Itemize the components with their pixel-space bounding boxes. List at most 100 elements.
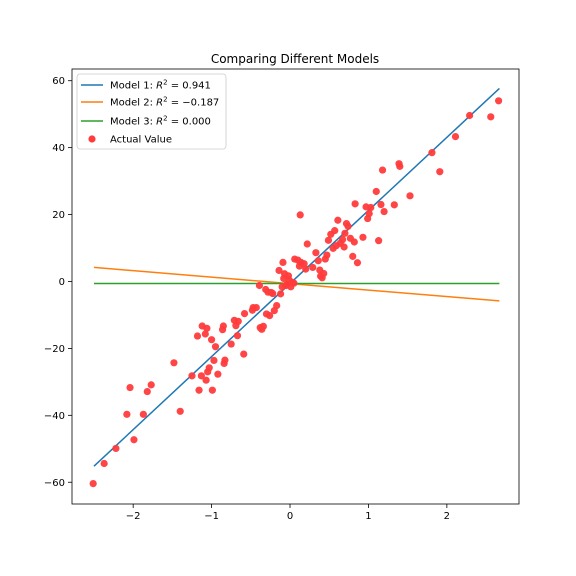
legend-entry: Actual Value	[110, 135, 172, 146]
y-tick-label: 40	[52, 143, 65, 154]
y-tick-label: −40	[44, 411, 65, 422]
actual-value-point	[324, 236, 333, 244]
actual-value-point	[296, 211, 304, 219]
actual-value-point	[211, 343, 220, 351]
plot-area: −2 −1 0 1 2 −60 −40 −20 0 20 40 60	[44, 76, 503, 522]
y-tick-label: −20	[44, 344, 65, 355]
actual-value-point	[219, 322, 227, 330]
legend: Model 1: R2 = 0.941 Model 2: R2 = −0.187 M…	[76, 73, 227, 150]
actual-value-point	[380, 207, 388, 216]
actual-value-point	[139, 410, 147, 418]
actual-value-point	[123, 410, 131, 418]
actual-value-point	[112, 444, 120, 453]
actual-value-point	[214, 370, 222, 378]
actual-value-point	[143, 387, 151, 396]
actual-value-point	[290, 279, 298, 287]
actual-value-point	[255, 281, 264, 290]
legend-entry: Model 3: R2 = 0.000	[110, 115, 211, 128]
actual-value-point	[359, 233, 367, 241]
legend-entry: Model 2: R2 = −0.187	[110, 96, 219, 109]
actual-value-point	[338, 236, 347, 244]
legend-entry: Model 1: R2 = 0.941	[110, 79, 211, 92]
actual-value-point	[344, 222, 352, 230]
actual-value-point	[201, 330, 209, 338]
actual-value-point	[234, 317, 242, 325]
actual-value-point	[323, 251, 331, 259]
actual-value-point	[428, 149, 436, 157]
y-tick-label: −60	[44, 478, 65, 489]
actual-value-point	[349, 252, 357, 260]
actual-value-point	[252, 303, 260, 312]
actual-value-point	[365, 209, 373, 218]
actual-value-point	[221, 356, 229, 364]
actual-value-point	[188, 372, 196, 380]
actual-value-point	[197, 372, 205, 380]
actual-value-point	[210, 356, 218, 365]
actual-value-point	[233, 332, 242, 340]
actual-value-point	[273, 301, 281, 310]
actual-value-point	[375, 237, 383, 245]
actual-value-point	[309, 263, 317, 272]
actual-value-point	[436, 168, 444, 176]
actual-value-point	[170, 359, 178, 367]
actual-value-point	[351, 200, 359, 208]
actual-value-point	[353, 259, 362, 267]
actual-value-point	[227, 340, 235, 348]
actual-value-point	[195, 386, 203, 394]
actual-value-point	[89, 479, 97, 488]
actual-value-point	[487, 113, 495, 121]
legend-swatch	[88, 135, 96, 143]
actual-value-point	[378, 166, 387, 174]
actual-value-point	[275, 266, 283, 275]
actual-value-point	[465, 111, 474, 120]
actual-value-point	[266, 312, 274, 320]
y-tick-label: 0	[59, 277, 65, 288]
actual-value-point	[240, 350, 248, 358]
actual-value-point	[396, 162, 404, 170]
x-tick-label: −1	[204, 511, 219, 522]
actual-value-point	[126, 383, 134, 392]
actual-value-point	[350, 238, 358, 246]
axes-frame	[71, 68, 520, 505]
x-tick-label: −2	[126, 511, 141, 522]
actual-value-point	[303, 240, 311, 248]
x-tick-label: 2	[444, 511, 450, 522]
actual-value-point	[302, 265, 310, 273]
actual-value-point	[451, 132, 460, 141]
actual-value-point	[377, 200, 385, 209]
actual-value-point	[205, 364, 213, 372]
actual-value-point	[340, 243, 348, 251]
actual-value-point	[334, 216, 342, 224]
actual-value-point	[367, 203, 375, 212]
actual-value-point	[495, 97, 503, 105]
actual-value-point	[331, 227, 339, 235]
actual-value-point	[406, 192, 414, 200]
y-tick-label: 20	[52, 210, 65, 221]
actual-value-point	[390, 201, 398, 209]
actual-value-point	[259, 322, 267, 330]
actual-value-point	[372, 187, 380, 196]
actual-value-point	[320, 269, 328, 278]
actual-value-point	[147, 381, 155, 389]
actual-value-point	[269, 289, 277, 298]
actual-value-point	[193, 332, 202, 340]
actual-value-point	[314, 257, 322, 265]
actual-value-point	[279, 258, 287, 267]
actual-value-point	[130, 436, 138, 444]
actual-value-point	[207, 336, 216, 344]
actual-value-point	[312, 249, 320, 257]
x-tick-label: 1	[365, 511, 371, 522]
x-tick-label: 0	[287, 511, 293, 522]
actual-value-point	[240, 310, 249, 318]
actual-value-point	[208, 386, 216, 394]
legend-box	[76, 73, 227, 150]
actual-value-point	[100, 459, 108, 468]
actual-value-point	[176, 407, 184, 415]
chart-title: Comparing Different Models	[211, 52, 379, 66]
y-tick-label: 60	[52, 76, 65, 87]
actual-value-point	[203, 324, 211, 332]
actual-value-point	[202, 376, 210, 384]
actual-value-point	[341, 229, 349, 237]
actual-value-point	[277, 290, 285, 298]
